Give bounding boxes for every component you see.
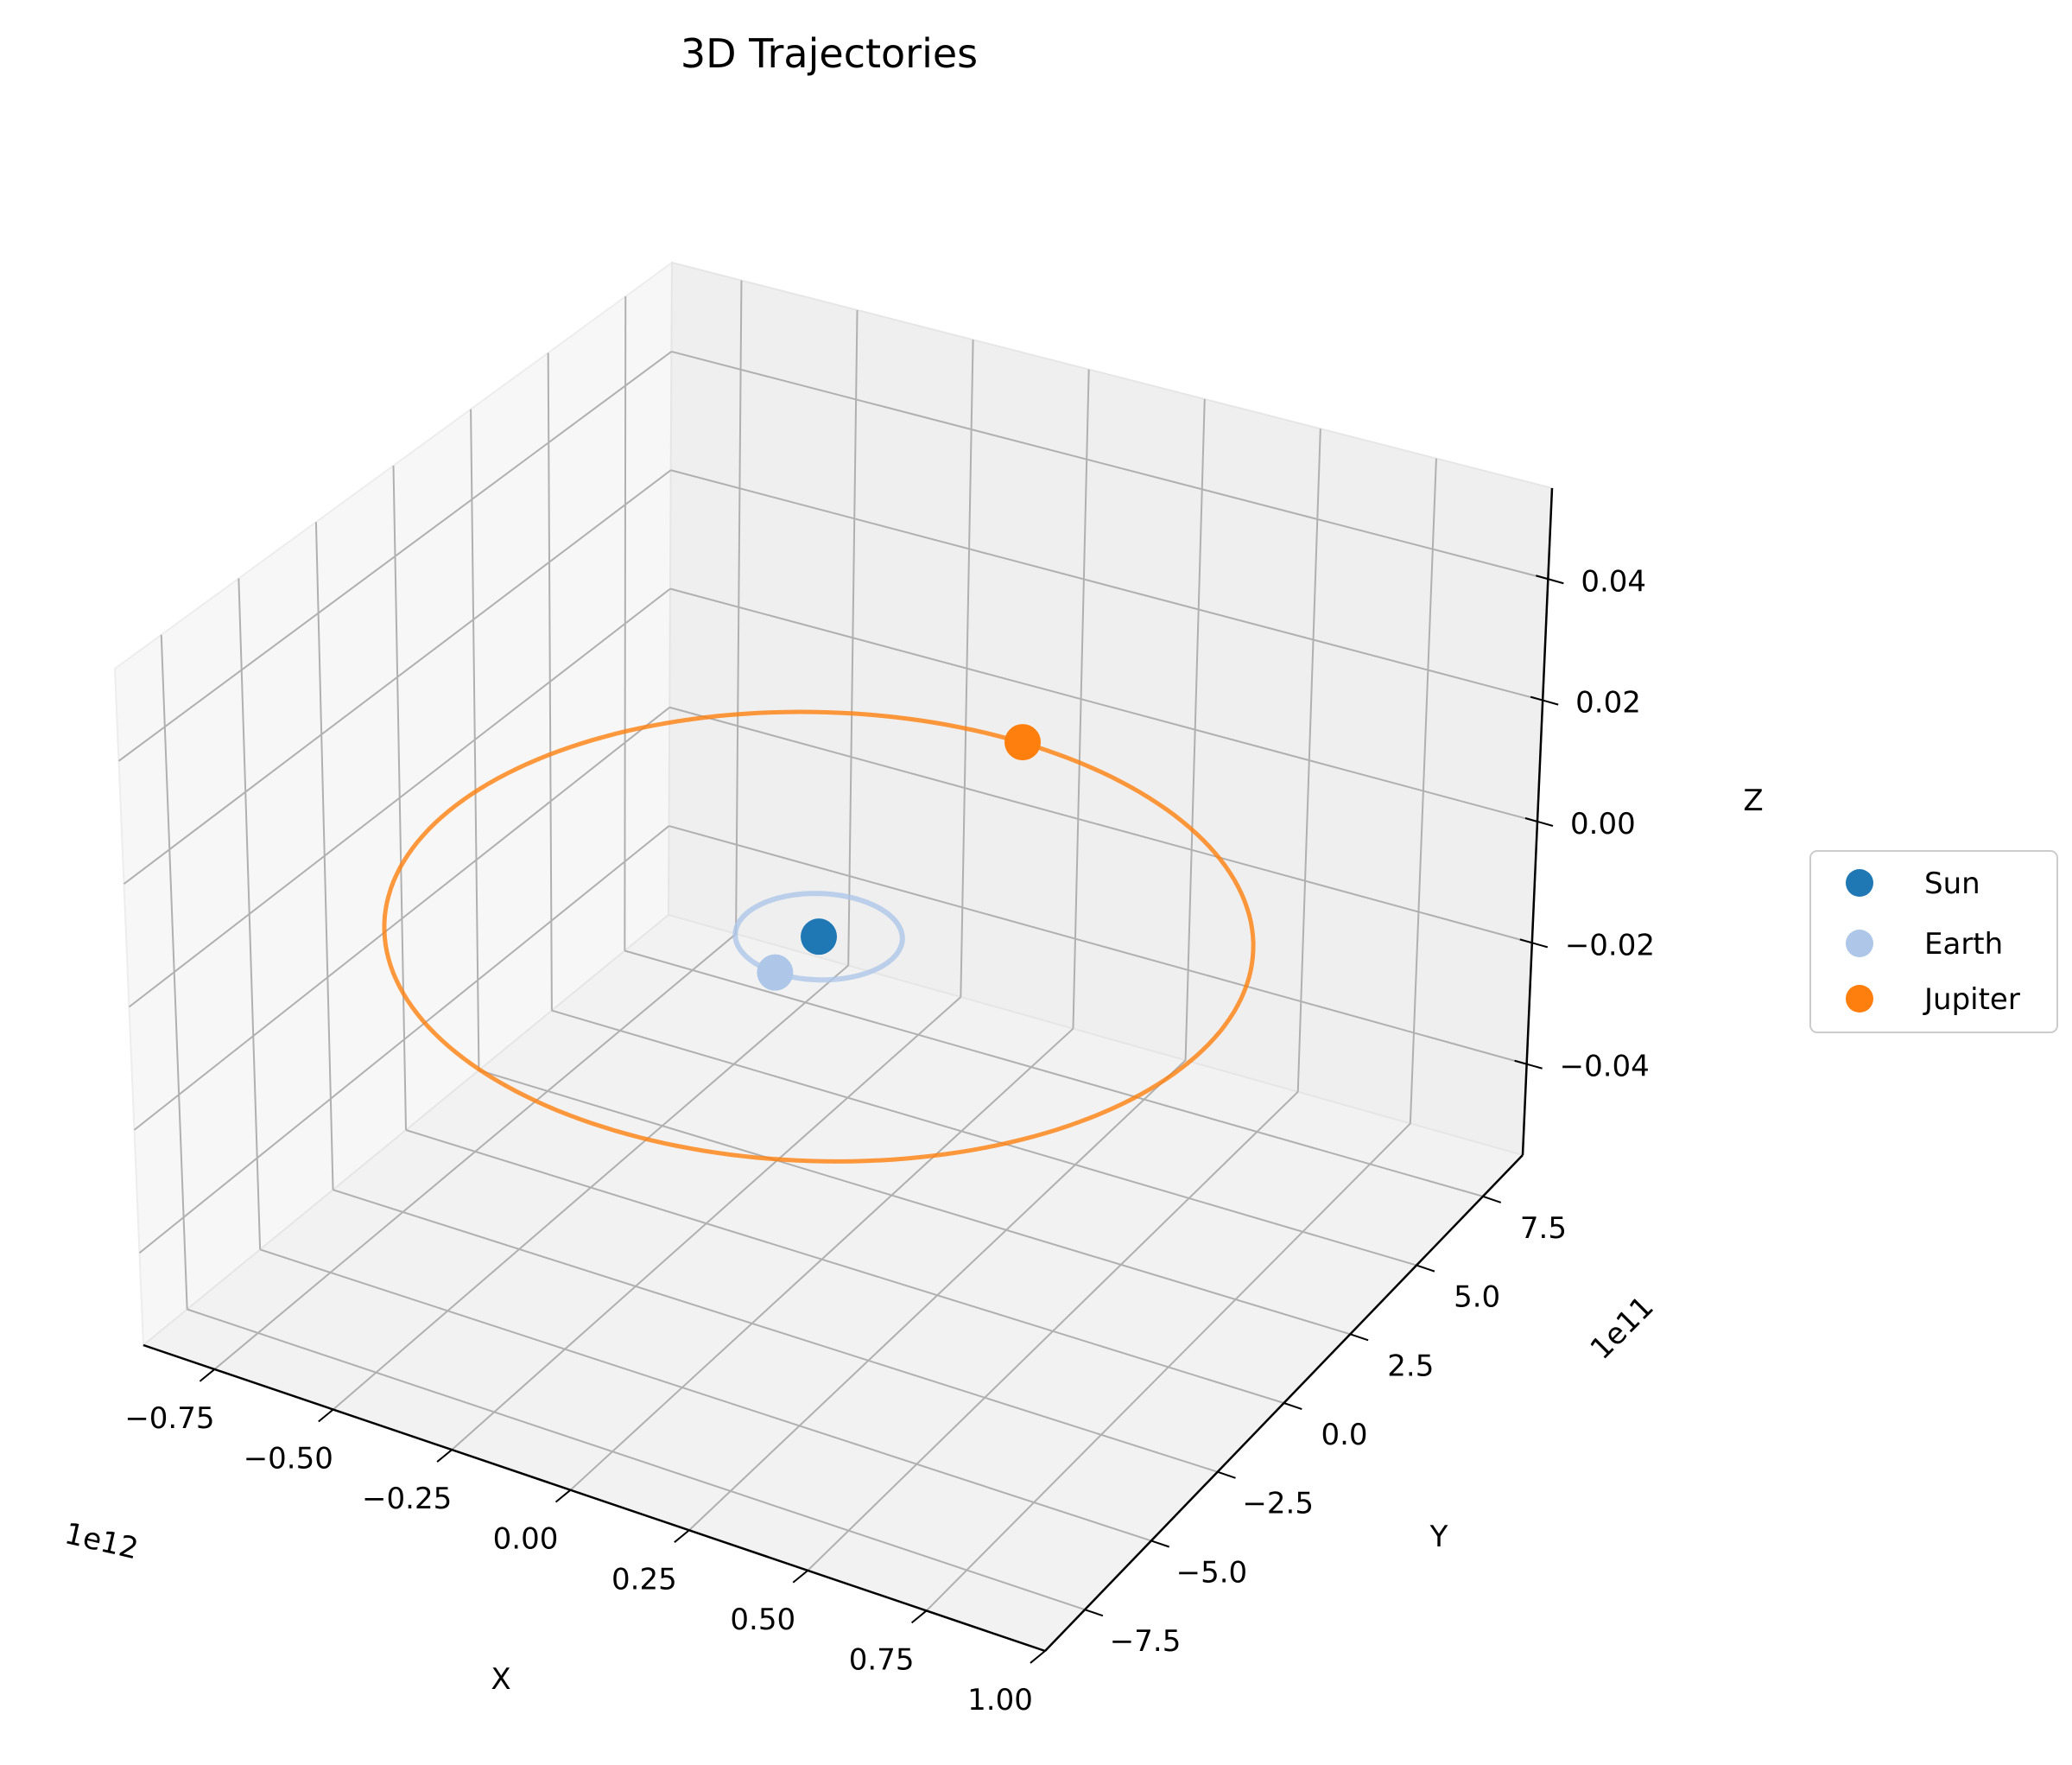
x-tick-mark [910,1609,928,1624]
y-axis-label: Y [1429,1520,1448,1554]
marker-jupiter [1004,724,1042,761]
legend-marker-earth [1846,930,1873,957]
z-gridline-back [671,350,1549,581]
y-gridline-floor [405,1129,1284,1404]
z-gridline-back [669,587,1538,822]
orbits [382,709,1256,1164]
axes: −0.75 −0.50 −0.25 0.00 0.25 0.50 0.75 1.00 −7.5 −… [124,487,1655,1717]
z-gridline-back [669,706,1533,944]
x-tick-mark [1030,1650,1046,1664]
z-gridline-left [123,469,672,885]
y-tick-label: 0.0 [1321,1418,1367,1452]
z-tick-label: −0.04 [1560,1050,1650,1084]
y-tick-mark [1084,1609,1104,1617]
y-gridline-floor [551,1009,1417,1267]
legend-label-jupiter: Jupiter [1923,982,2020,1017]
legend-marker-jupiter [1846,985,1873,1013]
y-tick-label: −2.5 [1242,1487,1314,1521]
y-tick-label: 5.0 [1454,1280,1500,1315]
y-tick-label: 2.5 [1387,1349,1434,1383]
marker-earth [757,954,794,991]
x-tick-label: 0.75 [849,1642,915,1677]
z-tick-mark [1536,575,1564,585]
z-tick-label: −0.02 [1565,928,1655,962]
x-tick-mark [318,1408,334,1423]
z-gridline-left [128,587,671,1008]
x-tick-label: 0.00 [493,1522,559,1557]
legend-label-earth: Earth [1924,927,2003,962]
y-tick-label: 7.5 [1520,1211,1567,1246]
z-tick-mark [1530,695,1559,706]
x-tick-label: −0.50 [244,1442,333,1476]
z-tick-mark [1519,938,1549,949]
y-gridline-floor [478,1069,1351,1336]
orbit-jupiter [382,709,1256,1164]
y-tick-mark [1217,1470,1236,1479]
x-tick-mark [674,1529,690,1543]
z-tick-mark [1514,1059,1543,1070]
legend: Sun Earth Jupiter [1809,850,2058,1033]
z-gridline-back [670,469,1543,702]
z-axis-line [1521,487,1554,1156]
y-tick-label: −7.5 [1110,1624,1182,1659]
chart-title: 3D Trajectories [681,30,978,77]
y-tick-mark [1349,1333,1369,1342]
x-axis-label: X [491,1662,510,1697]
y-gridline-floor [187,1308,1086,1611]
z-tick-mark [1524,817,1554,827]
x-tick-mark [554,1489,572,1503]
x-tick-label: −0.25 [362,1482,452,1516]
y-tick-mark [1150,1540,1170,1548]
y-offset-text: 1e11 [1584,1290,1661,1367]
legend-label-sun: Sun [1924,867,1980,901]
orbit-earth [732,891,905,983]
body-markers [757,724,1042,991]
z-gridline-back [668,825,1527,1065]
z-tick-label: 0.02 [1575,686,1641,721]
y-gridline-floor [624,949,1484,1197]
z-gridline-left [117,351,673,762]
z-gridline-left [138,825,670,1254]
legend-marker-sun [1846,869,1873,897]
x-tick-mark [792,1570,808,1584]
y-tick-label: −5.0 [1176,1555,1248,1590]
z-axis-label: Z [1743,784,1763,818]
x-tick-label: −0.75 [124,1401,214,1436]
z-tick-label: 0.00 [1570,807,1636,841]
y-gridline-floor [333,1189,1218,1473]
x-axis-line [143,1343,1046,1653]
x-tick-mark [199,1368,216,1382]
marker-sun [801,918,838,956]
z-gridline-left [133,706,670,1131]
x-offset-text: 1e12 [61,1516,142,1566]
x-tick-label: 0.50 [730,1603,795,1637]
y-gridline-floor [259,1248,1152,1542]
y-tick-mark [1482,1195,1502,1203]
x-tick-label: 1.00 [967,1683,1033,1717]
z-tick-label: 0.04 [1581,564,1646,599]
x-tick-label: 0.25 [611,1562,677,1597]
y-axis-line [1044,1154,1524,1652]
x-tick-mark [436,1449,453,1463]
legend-frame [1809,850,2058,1033]
y-tick-mark [1283,1402,1302,1411]
y-tick-mark [1416,1264,1435,1273]
